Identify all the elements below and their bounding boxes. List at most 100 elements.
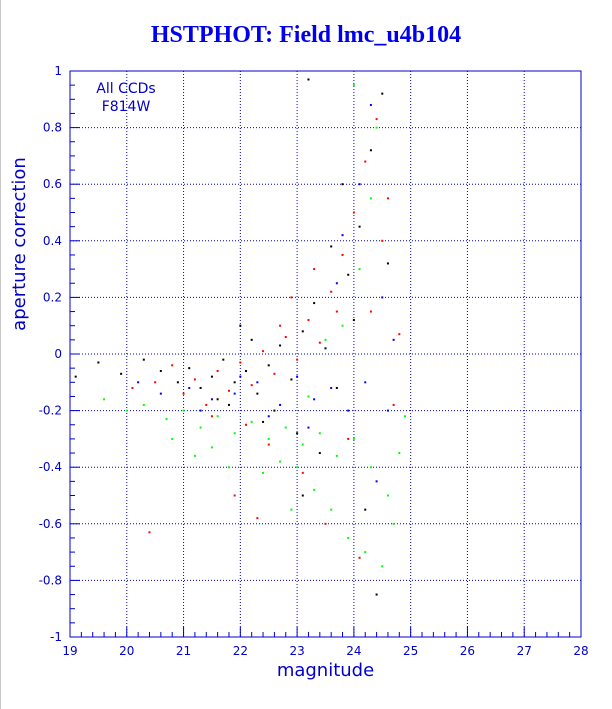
x-tick-label: 19 (62, 644, 77, 658)
data-point (347, 409, 350, 412)
data-point (250, 384, 253, 387)
data-point (313, 302, 316, 305)
data-point (188, 367, 191, 370)
data-point (398, 452, 401, 455)
grid-layer (70, 71, 581, 637)
data-point (318, 432, 321, 435)
data-point (267, 443, 270, 446)
data-point (142, 358, 145, 361)
data-point (375, 126, 378, 129)
data-point (290, 378, 293, 381)
data-point (358, 556, 361, 559)
data-point (273, 409, 276, 412)
data-point (313, 268, 316, 271)
page-title: HSTPHOT: Field lmc_u4b104 (150, 22, 462, 48)
data-point (199, 409, 202, 412)
data-point (182, 409, 185, 412)
window-frame-edge (0, 0, 1, 709)
y-axis-label: aperture correction (9, 157, 30, 331)
data-point (233, 381, 236, 384)
data-point (330, 245, 333, 248)
data-point (386, 262, 389, 265)
data-point (256, 392, 259, 395)
data-point (386, 197, 389, 200)
data-point (335, 310, 338, 313)
data-point (358, 225, 361, 228)
annotation-ccds: All CCDs (96, 81, 155, 97)
y-tick-label: 0.8 (43, 121, 62, 135)
data-point (279, 344, 282, 347)
data-point (369, 103, 372, 106)
data-point (273, 372, 276, 375)
data-point (267, 437, 270, 440)
data-point (233, 494, 236, 497)
data-point (131, 386, 134, 389)
data-point (375, 480, 378, 483)
y-tick-label: 1 (54, 64, 62, 78)
data-point (182, 392, 185, 395)
data-point (330, 386, 333, 389)
data-point (233, 432, 236, 435)
y-tick-label: 0.2 (43, 290, 62, 304)
data-point (137, 381, 140, 384)
ticks-layer (69, 70, 582, 638)
data-point (210, 415, 213, 418)
data-point (352, 211, 355, 214)
data-point (307, 319, 310, 322)
data-point (347, 536, 350, 539)
data-point (403, 415, 406, 418)
data-point (369, 197, 372, 200)
data-point (103, 398, 106, 401)
data-point (369, 310, 372, 313)
data-point (347, 273, 350, 276)
data-point (216, 369, 219, 372)
data-point (227, 389, 230, 392)
data-point (307, 78, 310, 81)
data-point (352, 437, 355, 440)
data-point (267, 415, 270, 418)
data-point (335, 454, 338, 457)
data-point (262, 350, 265, 353)
y-tick-label: 0 (54, 347, 62, 361)
data-point (290, 508, 293, 511)
data-point (301, 494, 304, 497)
data-point (290, 296, 293, 299)
y-tick-label: 0.4 (43, 234, 62, 248)
data-point (279, 324, 282, 327)
data-point (188, 386, 191, 389)
data-point (193, 454, 196, 457)
x-tick-label: 26 (460, 644, 475, 658)
data-point (165, 418, 168, 421)
data-point (279, 460, 282, 463)
data-point (120, 372, 123, 375)
data-point (97, 361, 100, 364)
data-point (125, 409, 128, 412)
data-point (154, 381, 157, 384)
data-point (369, 149, 372, 152)
data-point (210, 375, 213, 378)
data-point (392, 338, 395, 341)
data-point (245, 369, 248, 372)
annotation-filter: F814W (102, 99, 151, 115)
data-point (256, 381, 259, 384)
x-tick-label: 22 (233, 644, 248, 658)
data-point (284, 426, 287, 429)
x-tick-label: 28 (573, 644, 588, 658)
data-point (74, 375, 77, 378)
data-point (301, 471, 304, 474)
data-point (216, 398, 219, 401)
data-point (159, 369, 162, 372)
data-point (352, 319, 355, 322)
data-point (301, 330, 304, 333)
data-point (318, 452, 321, 455)
data-point (284, 336, 287, 339)
data-point (210, 446, 213, 449)
y-tick-label: -0.6 (39, 517, 62, 531)
data-point (341, 183, 344, 186)
data-point (369, 466, 372, 469)
data-point (301, 443, 304, 446)
y-tick-label: -0.2 (39, 404, 62, 418)
data-point (239, 361, 242, 364)
data-point (313, 488, 316, 491)
